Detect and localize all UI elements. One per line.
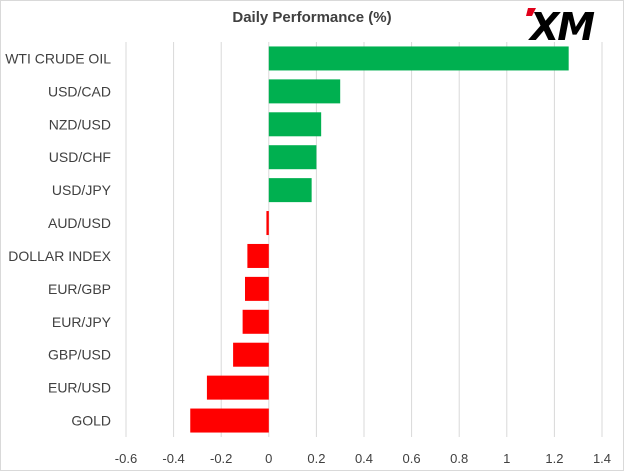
bar — [268, 145, 317, 170]
x-tick-label: 0.2 — [307, 451, 325, 466]
category-label: AUD/USD — [48, 215, 111, 231]
bar — [268, 112, 322, 137]
x-tick-label: 0.4 — [355, 451, 373, 466]
logo-text: XM — [528, 5, 595, 46]
category-label: GOLD — [71, 413, 111, 429]
category-label: EUR/USD — [48, 380, 111, 396]
category-label: GBP/USD — [48, 347, 111, 363]
x-tick-label: 0 — [265, 451, 272, 466]
x-tick-label: -0.6 — [115, 451, 137, 466]
bar — [268, 46, 569, 71]
category-label: WTI CRUDE OIL — [5, 50, 111, 66]
bar — [190, 408, 269, 433]
bar — [266, 211, 269, 236]
x-tick-label: 1.2 — [545, 451, 563, 466]
category-label: USD/CAD — [48, 83, 111, 99]
bar — [245, 276, 269, 301]
category-label: EUR/GBP — [48, 281, 111, 297]
bar — [268, 178, 312, 203]
bar — [233, 342, 269, 367]
bar — [206, 375, 269, 400]
bars — [190, 46, 569, 433]
category-labels: WTI CRUDE OIL USD/CAD NZD/USD USD/CHF USD/JP… — [5, 50, 111, 428]
x-tick-label: 0.6 — [403, 451, 421, 466]
x-axis-tick-labels: -0.6 -0.4 -0.2 0 0.2 0.4 0.6 0.8 1 1.2 1.4 — [115, 451, 611, 466]
x-tick-label: 0.8 — [450, 451, 468, 466]
logo-accent-mark — [526, 8, 536, 16]
chart-title: Daily Performance (%) — [232, 9, 392, 26]
bar — [247, 243, 269, 268]
category-label: DOLLAR INDEX — [8, 248, 111, 264]
category-label: USD/CHF — [49, 149, 111, 165]
gridlines — [125, 42, 603, 437]
category-label: USD/JPY — [52, 182, 112, 198]
x-tick-label: -0.2 — [210, 451, 232, 466]
x-tick-label: 1 — [503, 451, 510, 466]
xm-logo: XM — [526, 5, 597, 46]
x-tick-label: 1.4 — [593, 451, 611, 466]
bar — [268, 79, 341, 104]
x-tick-label: -0.4 — [162, 451, 184, 466]
bar — [242, 309, 269, 334]
category-label: NZD/USD — [49, 116, 111, 132]
category-label: EUR/JPY — [52, 314, 112, 330]
